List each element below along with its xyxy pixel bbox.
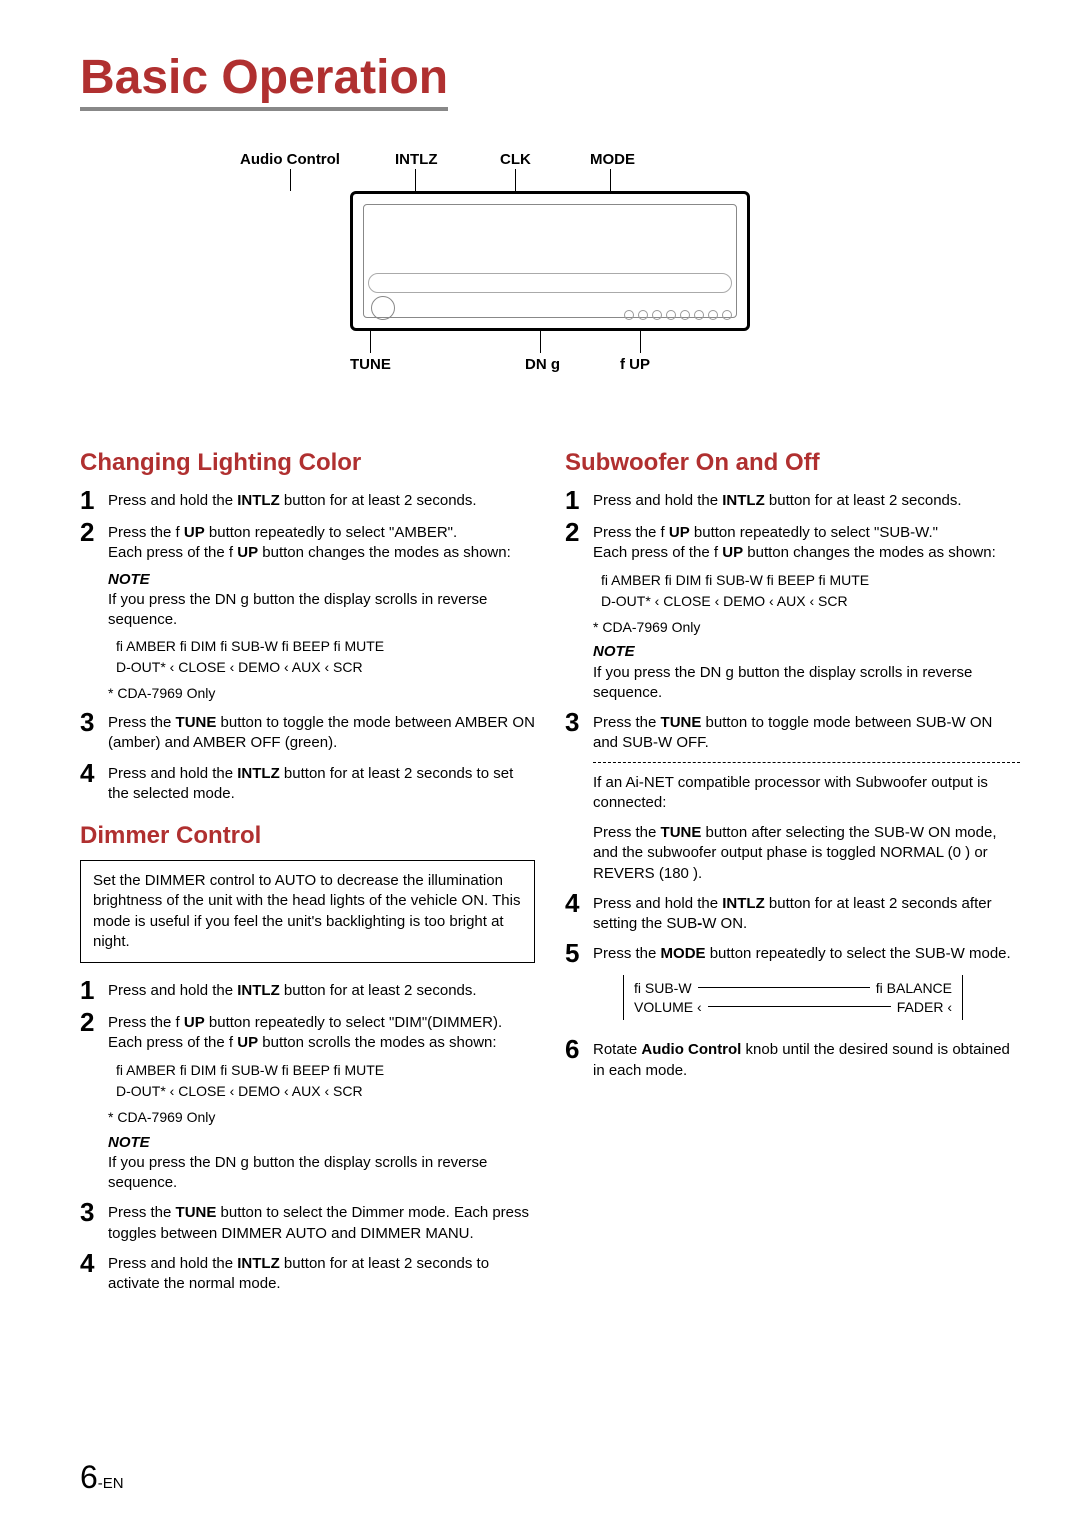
- step-text: Press the f UP button repeatedly to sele…: [108, 1009, 535, 1193]
- step-text: Press and hold the INTLZ button for at l…: [593, 487, 1020, 511]
- label-tune: TUNE: [350, 356, 391, 373]
- content-columns: Changing Lighting Color 1 Press and hold…: [80, 431, 1020, 1300]
- step-number: 4: [565, 890, 593, 916]
- section-title-lighting: Changing Lighting Color: [80, 449, 535, 477]
- lighting-step-3: 3 Press the TUNE button to toggle the mo…: [80, 709, 535, 754]
- label-up: f UP: [620, 356, 650, 373]
- step-number: 2: [565, 519, 593, 545]
- step-text: Rotate Audio Control knob until the desi…: [593, 1036, 1020, 1081]
- label-dn: DN g: [525, 356, 560, 373]
- step-text: Press and hold the INTLZ button for at l…: [108, 1250, 535, 1295]
- page-number: 6-EN: [80, 1459, 124, 1496]
- left-column: Changing Lighting Color 1 Press and hold…: [80, 431, 535, 1300]
- step-text: Press and hold the INTLZ button for at l…: [593, 890, 1020, 935]
- step-number: 3: [80, 1199, 108, 1225]
- step-text: Press the f UP button repeatedly to sele…: [593, 519, 1020, 703]
- label-audio-control: Audio Control: [240, 151, 340, 168]
- dimmer-step-2: 2 Press the f UP button repeatedly to se…: [80, 1009, 535, 1193]
- label-intlz: INTLZ: [395, 151, 438, 168]
- lighting-step-4: 4 Press and hold the INTLZ button for at…: [80, 760, 535, 805]
- mode-cycle: fi AMBER fi DIM fi SUB-W fi BEEP fi MUTE…: [108, 1060, 535, 1102]
- lighting-step-1: 1 Press and hold the INTLZ button for at…: [80, 487, 535, 513]
- mode-cycle: fi AMBER fi DIM fi SUB-W fi BEEP fi MUTE…: [108, 636, 535, 678]
- dimmer-step-3: 3 Press the TUNE button to select the Di…: [80, 1199, 535, 1244]
- step-text: Press the MODE button repeatedly to sele…: [593, 940, 1020, 1030]
- sub-mode-diagram: fi SUB-W fi BALANCE VOLUME ‹ FADER ‹: [623, 975, 963, 1021]
- dashed-separator: [593, 762, 1020, 763]
- dimmer-info-box: Set the DIMMER control to AUTO to decrea…: [80, 860, 535, 963]
- sub-step-2: 2 Press the f UP button repeatedly to se…: [565, 519, 1020, 703]
- device-diagram: Audio Control INTLZ CLK MODE TUNE DN g f…: [240, 151, 860, 401]
- step-number: 4: [80, 760, 108, 786]
- step-number: 1: [80, 977, 108, 1003]
- step-number: 3: [80, 709, 108, 735]
- sub-step-5: 5 Press the MODE button repeatedly to se…: [565, 940, 1020, 1030]
- step-text: Press the TUNE button to toggle the mode…: [108, 709, 535, 754]
- right-column: Subwoofer On and Off 1 Press and hold th…: [565, 431, 1020, 1300]
- step-number: 6: [565, 1036, 593, 1062]
- sub-step-4: 4 Press and hold the INTLZ button for at…: [565, 890, 1020, 935]
- section-title-subwoofer: Subwoofer On and Off: [565, 449, 1020, 477]
- step-text: Press and hold the INTLZ button for at l…: [108, 487, 535, 511]
- step-number: 2: [80, 519, 108, 545]
- dimmer-step-1: 1 Press and hold the INTLZ button for at…: [80, 977, 535, 1003]
- dimmer-step-4: 4 Press and hold the INTLZ button for at…: [80, 1250, 535, 1295]
- label-clk: CLK: [500, 151, 531, 168]
- step-text: Press the TUNE button to toggle mode bet…: [593, 709, 1020, 884]
- step-number: 3: [565, 709, 593, 735]
- step-number: 1: [565, 487, 593, 513]
- label-mode: MODE: [590, 151, 635, 168]
- lighting-step-2: 2 Press the f UP button repeatedly to se…: [80, 519, 535, 703]
- step-number: 2: [80, 1009, 108, 1035]
- step-text: Press the TUNE button to select the Dimm…: [108, 1199, 535, 1244]
- device-body: [350, 191, 750, 331]
- page-title: Basic Operation: [80, 50, 448, 111]
- step-number: 5: [565, 940, 593, 966]
- mode-cycle: fi AMBER fi DIM fi SUB-W fi BEEP fi MUTE…: [593, 570, 1020, 612]
- sub-step-1: 1 Press and hold the INTLZ button for at…: [565, 487, 1020, 513]
- sub-step-6: 6 Rotate Audio Control knob until the de…: [565, 1036, 1020, 1081]
- sub-step-3: 3 Press the TUNE button to toggle mode b…: [565, 709, 1020, 884]
- manual-page: Basic Operation Audio Control INTLZ CLK …: [0, 0, 1080, 1526]
- step-text: Press the f UP button repeatedly to sele…: [108, 519, 535, 703]
- section-title-dimmer: Dimmer Control: [80, 822, 535, 850]
- step-number: 4: [80, 1250, 108, 1276]
- step-number: 1: [80, 487, 108, 513]
- step-text: Press and hold the INTLZ button for at l…: [108, 977, 535, 1001]
- step-text: Press and hold the INTLZ button for at l…: [108, 760, 535, 805]
